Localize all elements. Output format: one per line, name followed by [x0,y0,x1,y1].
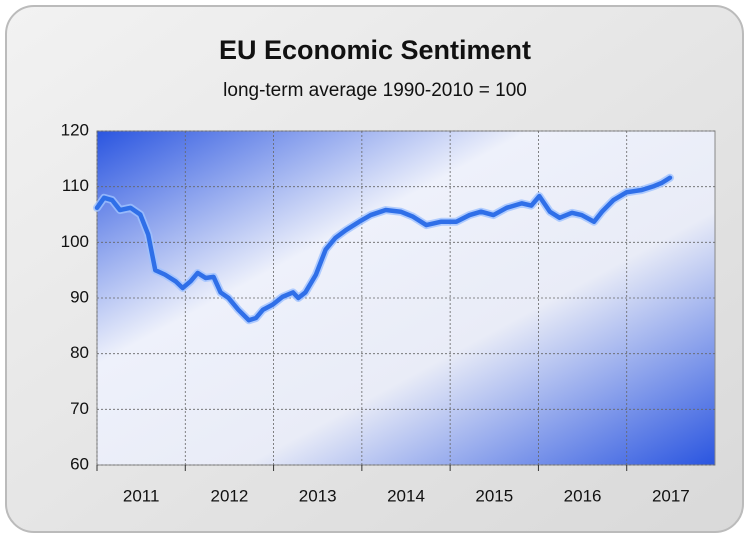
x-tick-label: 2012 [211,486,249,505]
x-tick-label: 2014 [387,486,425,505]
chart-title: EU Economic Sentiment [219,35,531,65]
y-tick-label: 100 [61,232,89,251]
x-tick-label: 2016 [564,486,602,505]
y-tick-label: 120 [61,120,89,139]
x-tick-label: 2013 [299,486,337,505]
line [94,175,673,323]
x-tick-label: 2011 [123,486,160,505]
chart-subtitle: long-term average 1990-2010 = 100 [223,80,527,101]
y-tick-label: 90 [70,287,89,306]
y-tick-label: 60 [70,454,89,473]
y-tick-label: 70 [70,399,89,418]
y-tick-label: 80 [70,343,89,362]
y-tick-label: 110 [62,176,89,195]
x-tick-label: 2015 [475,486,513,505]
x-tick-label: 2017 [652,486,690,505]
